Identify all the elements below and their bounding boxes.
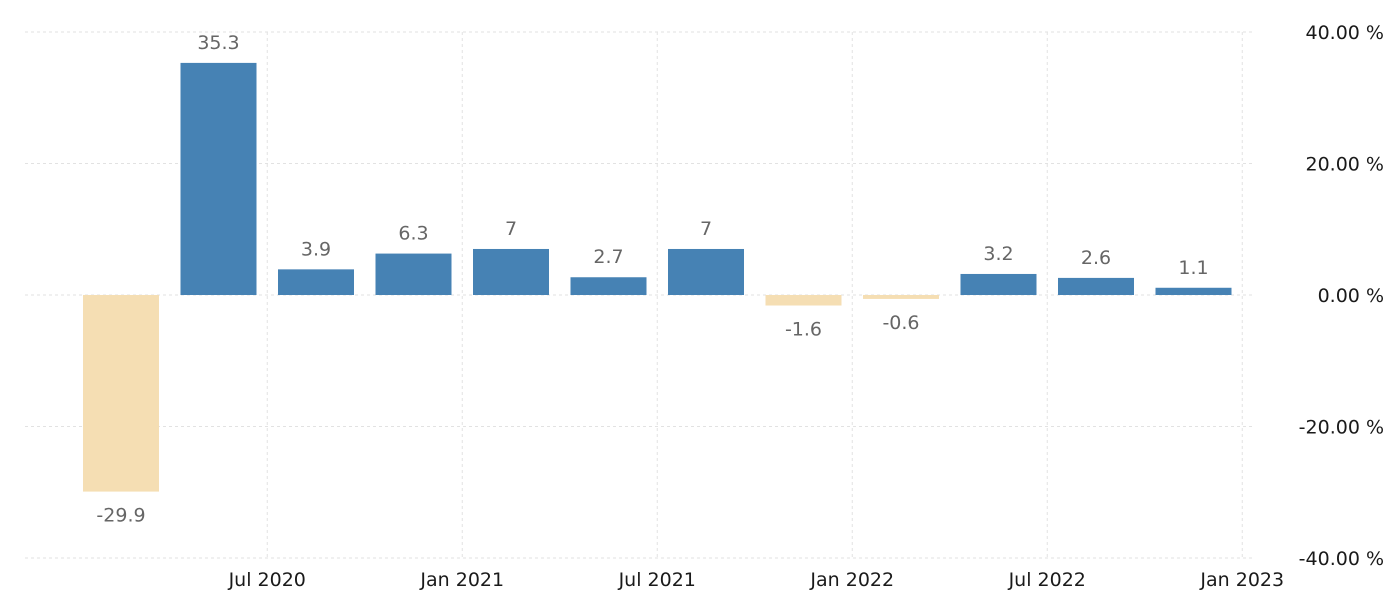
x-tick-label: Jan 2023 xyxy=(1199,569,1284,591)
x-tick-label: Jan 2022 xyxy=(809,569,894,591)
data-label: -1.6 xyxy=(785,319,822,341)
y-tick-label: 0.00 % xyxy=(1318,285,1384,307)
x-tick-label: Jul 2021 xyxy=(618,569,696,591)
x-tick-label: Jan 2021 xyxy=(419,569,504,591)
data-labels: -29.9 35.3 3.9 6.3 7 2.7 7 -1.6 -0.6 3.2 2.6 1.1 xyxy=(96,32,1208,527)
bars xyxy=(83,62,1232,492)
y-axis: 40.00 % 20.00 % 0.00 % -20.00 % -40.00 % xyxy=(1299,22,1384,570)
bar xyxy=(83,295,159,492)
bar xyxy=(668,248,744,295)
data-label: 7 xyxy=(700,218,712,240)
y-tick-label: -20.00 % xyxy=(1299,417,1384,439)
data-label: 3.2 xyxy=(983,243,1013,265)
bar xyxy=(1058,277,1134,295)
bar xyxy=(375,253,452,295)
bar xyxy=(570,277,647,295)
data-label: 1.1 xyxy=(1178,257,1208,279)
data-label: 2.7 xyxy=(593,246,623,268)
bar xyxy=(765,295,842,306)
y-tick-label: -40.00 % xyxy=(1299,548,1384,570)
bar xyxy=(960,273,1037,295)
x-axis: Jul 2020 Jan 2021 Jul 2021 Jan 2022 Jul 2022… xyxy=(228,569,1285,591)
data-label: 6.3 xyxy=(398,223,428,245)
x-tick-label: Jul 2020 xyxy=(228,569,306,591)
data-label: -29.9 xyxy=(96,505,145,527)
data-label: -0.6 xyxy=(882,312,919,334)
bar xyxy=(1155,287,1232,295)
data-label: 35.3 xyxy=(197,32,239,54)
bar xyxy=(473,248,549,295)
y-tick-label: 20.00 % xyxy=(1306,154,1385,176)
data-label: 7 xyxy=(505,218,517,240)
bar xyxy=(863,295,939,299)
x-tick-label: Jul 2022 xyxy=(1008,569,1086,591)
data-label: 2.6 xyxy=(1081,247,1111,269)
data-label: 3.9 xyxy=(301,238,331,260)
bar xyxy=(180,62,257,296)
y-tick-label: 40.00 % xyxy=(1306,22,1385,44)
bar xyxy=(278,269,354,295)
